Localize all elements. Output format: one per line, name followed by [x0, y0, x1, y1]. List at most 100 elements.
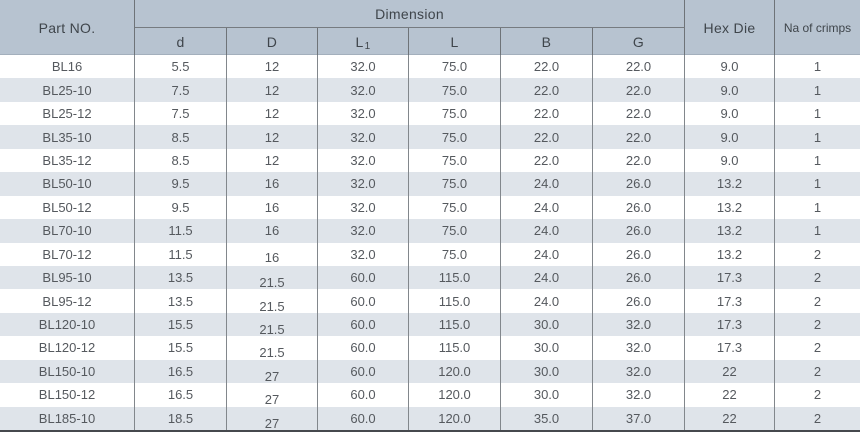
cell-B: 24.0	[501, 195, 593, 220]
cell-hex-die: 22	[685, 383, 775, 407]
cell-L: 120.0	[409, 383, 501, 407]
cell-crimps: 1	[813, 152, 822, 168]
cell-d: 8.5	[135, 148, 227, 173]
cell-L: 75.0	[409, 125, 501, 149]
cell-d: 13.5	[135, 265, 227, 290]
cell-G: 22.0	[593, 55, 685, 79]
cell-G: 26.0	[593, 219, 685, 243]
table-row: BL16 5.5 12 32.0 75.0 22.0 22.0 9.0 1	[0, 55, 860, 79]
cell-D: 16	[227, 172, 318, 196]
cell-crimps: 2	[813, 410, 822, 426]
cell-G: 26.0	[593, 265, 685, 290]
header-crimps: Na of crimps	[783, 20, 852, 35]
cell-G: 32.0	[593, 312, 685, 337]
cell-L: 75.0	[409, 195, 501, 220]
cell-d: 11.5	[135, 242, 227, 266]
cell-L1: 32.0	[318, 78, 409, 102]
header-part-no: Part NO.	[0, 0, 135, 55]
cell-D: 12	[227, 148, 318, 173]
cell-part-no: BL16	[0, 55, 135, 79]
cell-L1: 32.0	[318, 172, 409, 196]
cell-B: 30.0	[501, 312, 593, 337]
cell-hex-die: 9.0	[685, 78, 775, 102]
cell-hex-die: 9.0	[685, 148, 775, 173]
cell-d: 9.5	[135, 172, 227, 196]
cell-hex-die: 17.3	[685, 312, 775, 337]
cell-part-no: BL25-10	[0, 78, 135, 102]
table-row: BL50-12 9.5 16 32.0 75.0 24.0 26.0 13.2 …	[0, 195, 860, 220]
cell-crimps: 2	[813, 270, 822, 286]
cell-d: 5.5	[135, 55, 227, 79]
cell-hex-die: 17.3	[685, 289, 775, 313]
cell-G: 32.0	[593, 383, 685, 407]
cell-d: 7.5	[135, 101, 227, 126]
cell-crimps: 2	[813, 317, 822, 333]
cell-L1: 32.0	[318, 219, 409, 243]
cell-D: 12	[227, 125, 318, 149]
cell-part-no: BL120-12	[0, 336, 135, 360]
cell-D: 27	[227, 359, 318, 384]
header-col-D: D	[227, 28, 318, 55]
cell-G: 22.0	[593, 125, 685, 149]
cell-B: 22.0	[501, 148, 593, 173]
cell-D: 21.5	[227, 265, 318, 290]
cell-L: 115.0	[409, 312, 501, 337]
header-dimension-label: Dimension	[375, 5, 444, 22]
cell-G: 22.0	[593, 101, 685, 126]
cell-L: 75.0	[409, 219, 501, 243]
cell-crimps: 1	[813, 82, 822, 98]
cell-hex-die: 9.0	[685, 101, 775, 126]
cell-L: 120.0	[409, 406, 501, 430]
header-hex-die: Hex Die	[685, 0, 775, 55]
cell-B: 22.0	[501, 101, 593, 126]
cell-D: 21.5	[227, 336, 318, 360]
cell-L1: 60.0	[318, 336, 409, 360]
cell-L: 115.0	[409, 336, 501, 360]
cell-hex-die: 13.2	[685, 195, 775, 220]
cell-D: 12	[227, 78, 318, 102]
table-row: BL50-10 9.5 16 32.0 75.0 24.0 26.0 13.2 …	[0, 172, 860, 196]
cell-G: 26.0	[593, 242, 685, 266]
cell-L: 75.0	[409, 101, 501, 126]
cell-part-no: BL120-10	[0, 312, 135, 337]
cell-D: 27	[227, 383, 318, 407]
cell-L: 75.0	[409, 172, 501, 196]
cell-crimps: 1	[813, 176, 822, 192]
cell-L: 115.0	[409, 289, 501, 313]
cell-hex-die: 13.2	[685, 242, 775, 266]
cell-G: 22.0	[593, 78, 685, 102]
cell-hex-die: 9.0	[685, 125, 775, 149]
cell-D: 16	[227, 242, 318, 266]
table-row: BL120-12 15.5 21.5 60.0 115.0 30.0 32.0 …	[0, 336, 860, 360]
cell-L1: 32.0	[318, 125, 409, 149]
cell-d: 15.5	[135, 312, 227, 337]
cell-D: 21.5	[227, 312, 318, 337]
cell-G: 32.0	[593, 359, 685, 384]
cell-crimps: 2	[813, 340, 822, 356]
cell-hex-die: 22	[685, 359, 775, 384]
header-dimension-group: Dimension	[135, 0, 685, 28]
cell-hex-die: 9.0	[685, 55, 775, 79]
cell-part-no: BL50-12	[0, 195, 135, 220]
cell-L1: 32.0	[318, 101, 409, 126]
cell-L1: 60.0	[318, 312, 409, 337]
cell-hex-die: 13.2	[685, 219, 775, 243]
cell-part-no: BL150-12	[0, 383, 135, 407]
cell-d: 7.5	[135, 78, 227, 102]
table-row: BL150-12 16.5 27 60.0 120.0 30.0 32.0 22…	[0, 383, 860, 407]
cell-part-no: BL25-12	[0, 101, 135, 126]
table-row: BL150-10 16.5 27 60.0 120.0 30.0 32.0 22…	[0, 359, 860, 384]
cell-d: 18.5	[135, 406, 227, 430]
cell-D: 21.5	[227, 289, 318, 314]
cell-G: 37.0	[593, 406, 685, 430]
cell-L1: 60.0	[318, 265, 409, 290]
cell-G: 32.0	[593, 336, 685, 360]
header-col-L: L	[409, 28, 501, 55]
table-row: BL120-10 15.5 21.5 60.0 115.0 30.0 32.0 …	[0, 312, 860, 337]
cell-crimps: 2	[813, 363, 822, 379]
cell-d: 15.5	[135, 336, 227, 360]
cell-d: 11.5	[135, 219, 227, 243]
cell-part-no: BL50-10	[0, 172, 135, 196]
cell-L1: 32.0	[318, 55, 409, 79]
